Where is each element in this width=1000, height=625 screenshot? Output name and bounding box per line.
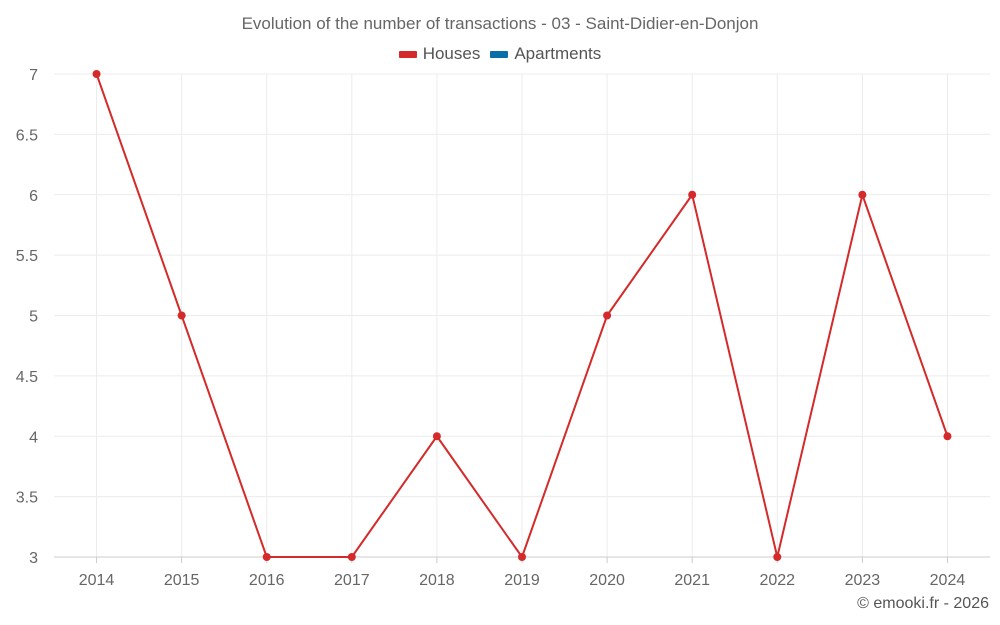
x-tick-label: 2023 xyxy=(845,572,881,589)
credit-text: © emooki.fr - 2026 xyxy=(857,595,989,612)
y-axis-ticks: 3 3.5 4 4.5 5 5.5 6 6.5 7 xyxy=(16,67,38,567)
x-tick-label: 2014 xyxy=(79,572,115,589)
x-tick-label: 2016 xyxy=(249,572,285,589)
legend-item-houses[interactable]: Houses xyxy=(398,44,481,64)
x-tick-label: 2017 xyxy=(334,572,370,589)
y-tick-label: 4 xyxy=(29,429,38,446)
legend-item-apartments[interactable]: Apartments xyxy=(490,44,601,64)
x-tick-label: 2018 xyxy=(419,572,455,589)
x-tick-label: 2022 xyxy=(759,572,795,589)
y-tick-label: 3.5 xyxy=(16,490,38,507)
chart-title: Evolution of the number of transactions … xyxy=(241,14,759,33)
legend: Houses Apartments xyxy=(0,44,1000,64)
data-point[interactable] xyxy=(688,190,697,199)
data-point[interactable] xyxy=(858,190,867,199)
x-tick-label: 2020 xyxy=(589,572,625,589)
data-point[interactable] xyxy=(773,553,782,561)
y-tick-label: 3 xyxy=(29,550,38,567)
x-tick-label: 2019 xyxy=(504,572,540,589)
legend-swatch-apartments xyxy=(490,50,509,58)
data-point[interactable] xyxy=(177,311,186,320)
x-axis-ticks: 2014 2015 2016 2017 2018 2019 2020 2021 2022 2023… xyxy=(79,572,966,589)
data-point[interactable] xyxy=(518,553,526,561)
legend-label-houses: Houses xyxy=(422,44,481,63)
data-point[interactable] xyxy=(92,70,101,78)
grid xyxy=(54,73,990,558)
x-tick-label: 2024 xyxy=(930,572,966,589)
data-point[interactable] xyxy=(262,553,271,561)
legend-label-apartments: Apartments xyxy=(514,44,602,63)
data-point[interactable] xyxy=(943,432,952,441)
y-tick-label: 4.5 xyxy=(16,369,38,386)
y-tick-label: 6 xyxy=(29,188,38,205)
data-point[interactable] xyxy=(603,311,612,320)
y-tick-label: 5 xyxy=(29,309,38,326)
legend-swatch-houses xyxy=(398,50,417,58)
y-tick-label: 6.5 xyxy=(16,127,38,144)
x-tick-label: 2015 xyxy=(164,572,200,589)
series xyxy=(92,70,952,561)
data-point[interactable] xyxy=(347,553,356,561)
y-tick-label: 7 xyxy=(29,67,38,84)
data-point[interactable] xyxy=(432,432,441,441)
y-tick-label: 5.5 xyxy=(16,248,38,265)
x-tick-label: 2021 xyxy=(674,572,710,589)
